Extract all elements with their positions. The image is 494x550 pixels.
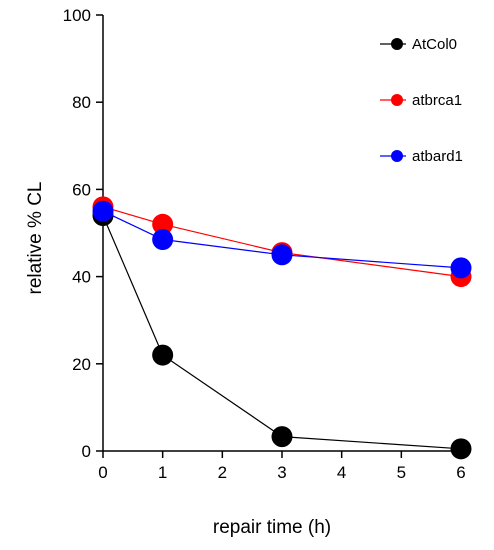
series-line-AtCol0	[102, 215, 462, 450]
y-tick-label: 0	[82, 442, 91, 461]
x-tick-label: 4	[337, 463, 346, 482]
data-point-atbard1	[271, 244, 293, 266]
x-axis-title: repair time (h)	[213, 517, 331, 538]
y-tick-label: 60	[72, 180, 91, 199]
series-line-atbard1	[102, 210, 462, 269]
x-tick-label: 3	[277, 463, 286, 482]
legend-label: atbard1	[412, 148, 463, 165]
legend-item-atbrca1: atbrca1	[380, 92, 462, 109]
legend-marker	[391, 94, 403, 106]
series-atbrca1	[92, 196, 472, 288]
data-point-atbard1	[92, 200, 114, 222]
x-tick-label: 6	[456, 463, 465, 482]
data-point-AtCol0	[152, 344, 174, 366]
y-tick-label: 80	[72, 93, 91, 112]
data-point-atbrca1	[152, 213, 174, 235]
series-layer	[92, 196, 472, 460]
y-tick-label: 20	[72, 355, 91, 374]
legend-label: AtCol0	[412, 36, 457, 53]
legend-label: atbrca1	[412, 92, 462, 109]
series-line-atbrca1	[102, 206, 462, 278]
data-point-AtCol0	[450, 438, 472, 460]
data-point-atbard1	[450, 257, 472, 279]
legend-marker	[391, 150, 403, 162]
axes: 0 20 40 60 80 100 0 1 2 3 4 5 6	[63, 6, 466, 482]
x-tick-label: 5	[397, 463, 406, 482]
legend: AtCol0 atbrca1 atbard1	[380, 36, 463, 165]
x-tick-label: 1	[158, 463, 167, 482]
series-atbard1	[92, 200, 472, 279]
x-tick-label: 2	[218, 463, 227, 482]
legend-item-AtCol0: AtCol0	[380, 36, 457, 53]
y-axis-title: relative % CL	[25, 182, 46, 295]
data-point-atbard1	[152, 229, 174, 251]
x-tick-label: 0	[98, 463, 107, 482]
data-point-AtCol0	[271, 426, 293, 448]
y-tick-label: 100	[63, 6, 91, 25]
y-tick-label: 40	[72, 268, 91, 287]
legend-marker	[391, 38, 403, 50]
legend-item-atbard1: atbard1	[380, 148, 463, 165]
